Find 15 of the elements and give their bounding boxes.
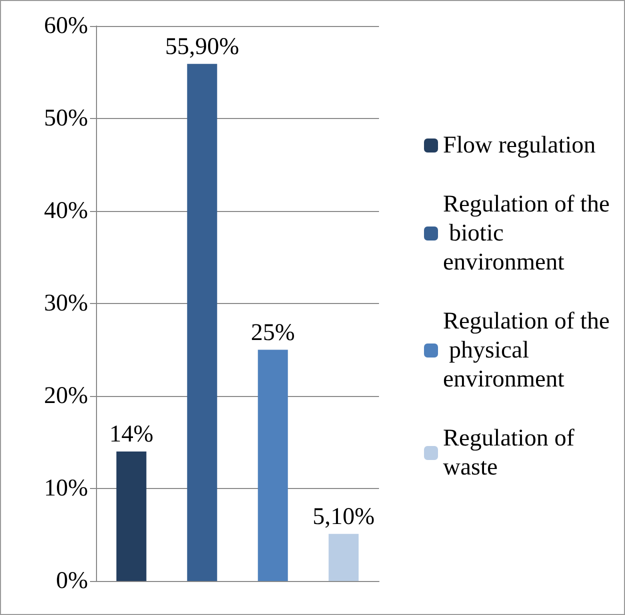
data-label: 14% — [109, 422, 154, 448]
legend-label: Regulation of the physical environment — [443, 308, 610, 392]
y-tick-label: 0% — [56, 568, 88, 594]
legend-label: Regulation of waste — [443, 426, 580, 480]
y-tick-label: 50% — [44, 106, 88, 132]
y-tick-label: 10% — [44, 476, 88, 502]
data-label: 5,10% — [312, 504, 375, 530]
y-tick-label: 60% — [44, 13, 88, 39]
data-label: 25% — [250, 320, 295, 346]
legend-label: Flow regulation — [443, 132, 596, 158]
y-tick-label: 40% — [44, 198, 88, 224]
legend-label: Regulation of the biotic environment — [443, 192, 610, 276]
y-tick-label: 20% — [44, 383, 88, 409]
data-label: 55,90% — [165, 34, 240, 60]
y-tick-label: 30% — [44, 290, 88, 316]
